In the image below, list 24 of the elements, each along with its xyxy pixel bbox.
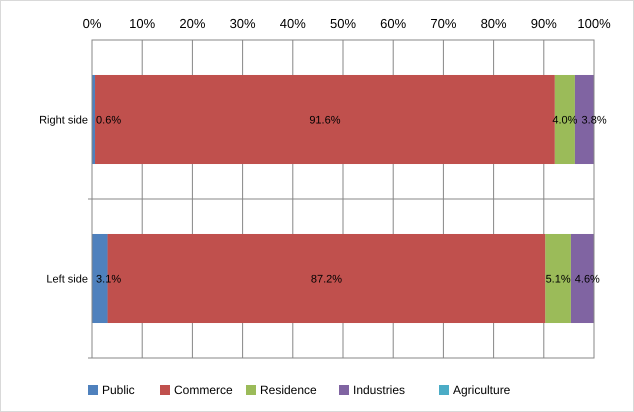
data-label: 5.1% [546,274,571,286]
legend-label: Agriculture [453,383,511,397]
legend-label: Residence [260,383,318,397]
x-tick-label: 50% [330,16,356,31]
x-tick-label: 100% [577,16,612,31]
data-label: 91.6% [309,114,341,126]
x-tick-label: 30% [230,16,256,31]
data-label: 0.6% [96,114,122,126]
bar [545,234,571,324]
legend-label: Public [102,383,135,397]
bar [554,74,575,164]
x-tick-label: 90% [530,16,558,31]
legend-label: Industries [353,383,406,397]
x-tick-label: 0% [82,16,102,31]
x-tick-label: 40% [280,16,306,31]
y-tick-label: Left side [46,274,88,286]
y-tick-label: Right side [39,114,88,126]
legend-label: Commerce [174,383,233,397]
data-label: 87.2% [310,274,342,286]
x-tick-label: 70% [430,16,457,31]
x-tick-label: 80% [480,16,508,31]
x-tick-label: 10% [129,16,156,31]
x-tick-label: 20% [179,16,206,31]
x-tick-label: 60% [380,16,407,31]
